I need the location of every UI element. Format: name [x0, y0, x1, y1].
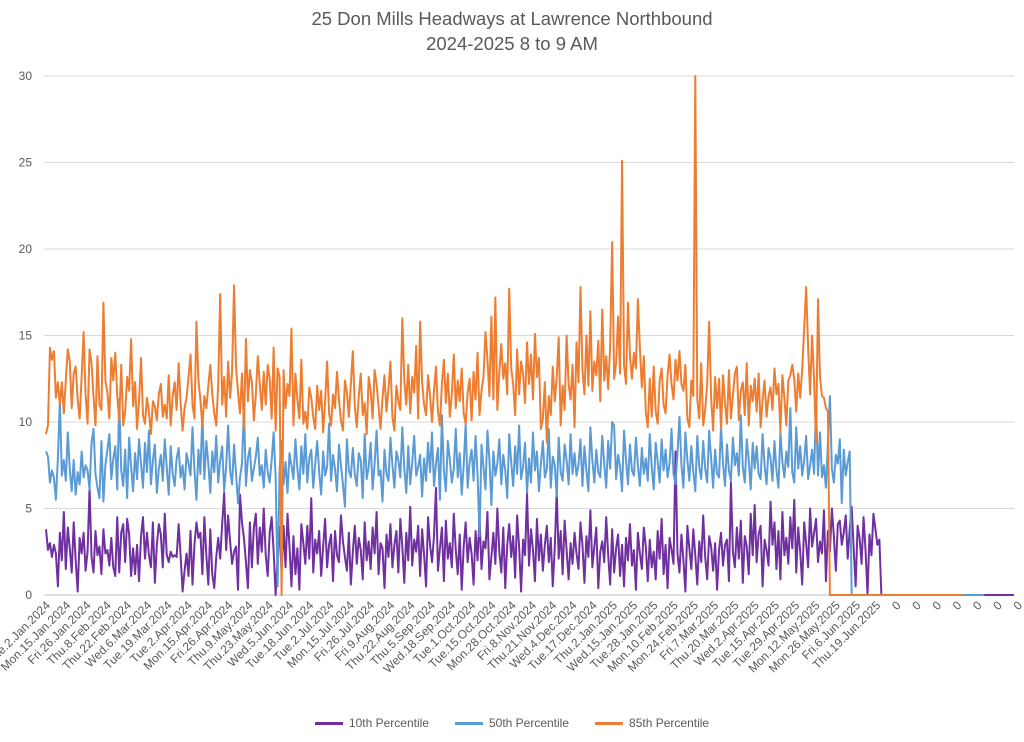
legend-item-85th: 85th Percentile [595, 716, 709, 730]
legend-swatch-50th [454, 721, 483, 725]
x-tick-label: 0 [990, 598, 1005, 613]
legend-item-50th: 50th Percentile [454, 716, 570, 730]
x-tick-label: 0 [929, 598, 944, 613]
x-tick-label: 0 [889, 598, 904, 613]
x-tick-label: 0 [1010, 598, 1024, 613]
y-tick-label: 0 [25, 588, 32, 602]
x-axis-tick-labels: Tue.2.Jan.2024Mon.15.Jan.2024Fri.26.Jan.… [0, 598, 1024, 676]
chart-subtitle: 2024-2025 8 to 9 AM [426, 33, 598, 54]
y-tick-label: 10 [19, 415, 33, 429]
series-line-85th [45, 75, 963, 596]
series-line-10th [45, 450, 1014, 596]
x-tick-label: 0 [970, 598, 985, 613]
legend-item-10th: 10th Percentile [314, 716, 429, 730]
chart-title: 25 Don Mills Headways at Lawrence Northb… [311, 8, 713, 29]
legend-label-10th: 10th Percentile [348, 716, 429, 730]
y-tick-label: 15 [19, 329, 33, 343]
series-lines [45, 75, 1014, 596]
legend-label-50th: 50th Percentile [488, 716, 570, 730]
y-tick-label: 25 [19, 156, 33, 170]
legend-label-85th: 85th Percentile [629, 716, 710, 730]
y-axis-tick-labels: 0 5 10 15 20 25 30 [19, 69, 33, 602]
legend: 10th Percentile 50th Percentile 85th Per… [0, 716, 1024, 730]
legend-swatch-85th [595, 721, 624, 725]
x-tick-label: 0 [909, 598, 924, 613]
y-tick-label: 20 [19, 242, 33, 256]
gridlines [44, 75, 1014, 596]
y-tick-label: 5 [25, 502, 32, 516]
x-tick-label: 0 [950, 598, 965, 613]
legend-swatch-10th [314, 721, 343, 725]
y-tick-label: 30 [19, 69, 33, 83]
